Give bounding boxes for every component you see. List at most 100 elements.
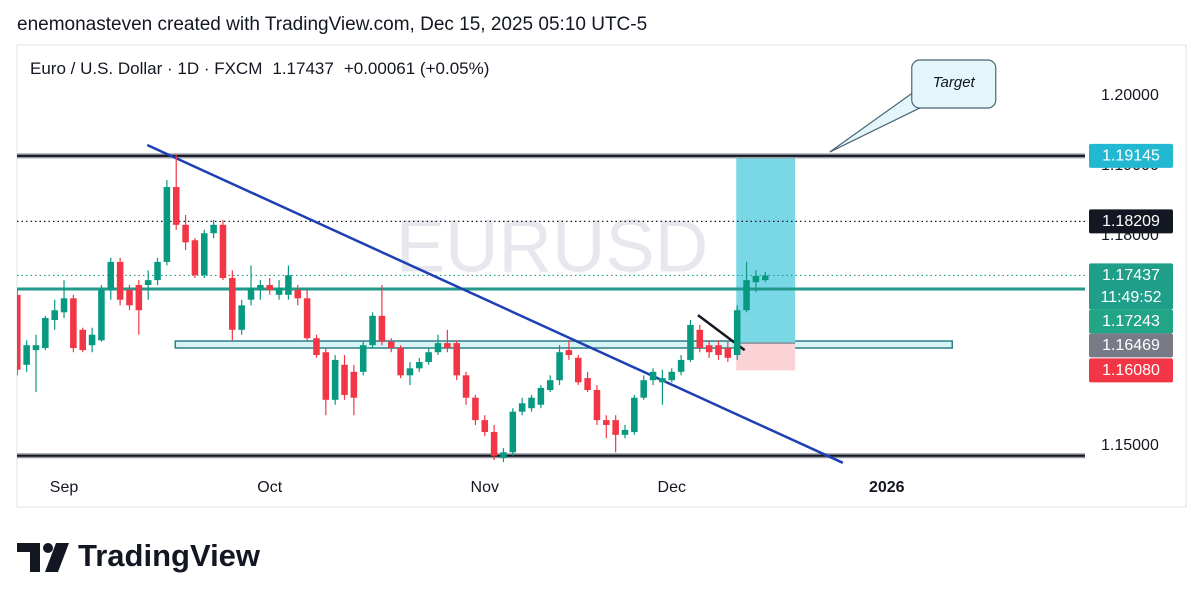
candle-body (60, 298, 68, 313)
candle-body (659, 378, 666, 383)
last-price: 1.17437 (272, 59, 333, 78)
candle-body (350, 371, 358, 398)
candle-body (649, 371, 657, 381)
price-countdown: 11:49:52 (1100, 289, 1161, 306)
candle-body (285, 275, 292, 295)
candle-body (126, 289, 133, 306)
candle-body (98, 289, 105, 341)
callout-box (911, 59, 997, 109)
candle-body (668, 371, 676, 381)
callout-text: Target (933, 74, 976, 91)
candle-body (752, 275, 760, 283)
candle-body (210, 224, 217, 234)
y-tick-label: 1.15000 (1101, 437, 1159, 454)
candle-body (294, 289, 302, 299)
price-label-text: 1.19145 (1102, 148, 1160, 165)
candle-body (537, 387, 545, 405)
candle-body (509, 411, 517, 453)
candle-body (51, 310, 58, 321)
watermark: EURUSD (396, 205, 708, 288)
candle-body (275, 287, 283, 295)
candle-body (640, 380, 647, 398)
price-label (1089, 333, 1173, 358)
candle-body (378, 315, 386, 342)
candle-body (238, 305, 245, 330)
price-label-text: 1.17437 (1102, 267, 1160, 284)
x-tick-label: Nov (471, 479, 499, 496)
position-loss (736, 343, 796, 371)
candle-body (406, 368, 414, 376)
plot-area (17, 143, 1085, 464)
candle-body (322, 352, 330, 400)
zone (174, 340, 953, 349)
candle-body (546, 380, 554, 391)
candle-body (603, 420, 610, 426)
candle-body (172, 187, 180, 225)
candle-body (144, 280, 152, 286)
candle-body (416, 362, 423, 369)
candle-body (182, 224, 189, 243)
price-label (1089, 209, 1173, 234)
x-tick-label: Dec (658, 479, 686, 496)
candle-body (219, 224, 227, 279)
candle-body (359, 345, 367, 372)
position-profit (736, 155, 796, 344)
candle-body (369, 315, 376, 346)
candle-body (481, 420, 489, 433)
price-label-text: 1.18209 (1102, 213, 1160, 230)
candle-body (472, 397, 479, 421)
price-label-text: 1.16469 (1102, 337, 1160, 354)
candle-body (88, 334, 96, 346)
candle-body (556, 352, 563, 381)
symbol-name: Euro / U.S. Dollar · 1D · FXCM (30, 59, 262, 78)
candle-body (107, 261, 115, 290)
price-label (1089, 143, 1173, 168)
candle-body (528, 397, 535, 409)
candle-body (303, 298, 311, 339)
candle-body (200, 233, 208, 276)
price-change: +0.00061 (+0.05%) (344, 59, 490, 78)
candle-body (191, 240, 199, 276)
logo-dot (43, 543, 53, 553)
candle-body (70, 298, 77, 349)
candle-body (724, 348, 732, 358)
caption: enemonasteven created with TradingView.c… (17, 14, 647, 35)
candle-body (387, 341, 395, 349)
candle-body (593, 390, 601, 421)
x-tick-label: Sep (50, 479, 79, 496)
candle-body (229, 278, 236, 330)
chart-header: Euro / U.S. Dollar · 1D · FXCM 1.17437 +0.… (30, 59, 489, 78)
candle-body (116, 261, 124, 300)
candle-body (687, 324, 694, 360)
candle-body (715, 345, 722, 356)
candle-body (631, 397, 638, 433)
candle-body (518, 403, 526, 412)
candle-body (331, 359, 339, 400)
candle-body (247, 287, 255, 300)
candle-body (79, 329, 86, 351)
candle-body (42, 317, 49, 349)
price-label (1089, 309, 1173, 334)
candle-body (32, 345, 40, 351)
candle-body (17, 294, 21, 370)
candle-body (434, 343, 442, 353)
candle-body (341, 364, 348, 395)
logo-mark (17, 543, 40, 572)
candle-body (154, 261, 161, 281)
candle-body (135, 285, 143, 311)
brand-logo: TradingView (17, 538, 261, 573)
candle-body (462, 375, 470, 398)
candle-body (444, 343, 451, 349)
price-label (1089, 358, 1173, 383)
candle-body (696, 329, 704, 349)
price-label-text: 1.16080 (1102, 362, 1160, 379)
candle-body (313, 338, 320, 356)
candle-body (266, 285, 273, 290)
candle-body (490, 432, 498, 456)
y-tick-label: 1.20000 (1101, 87, 1159, 104)
candle-body (761, 275, 769, 281)
candle-body (397, 348, 404, 376)
candle-body (705, 345, 713, 353)
